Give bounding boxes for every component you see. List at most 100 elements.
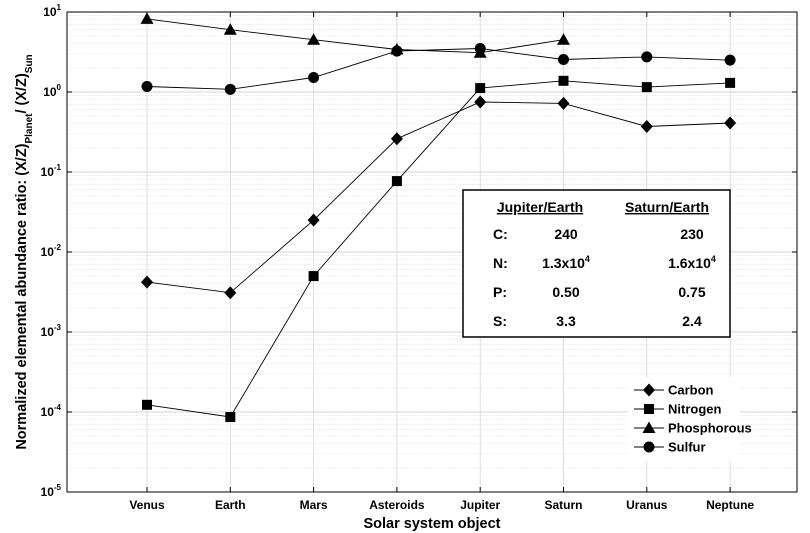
x-axis-title: Solar system object — [364, 516, 501, 532]
legend-label: Nitrogen — [668, 402, 722, 417]
legend-item-nitrogen: Nitrogen — [634, 402, 722, 417]
legend-label: Sulfur — [668, 440, 706, 455]
table-row-label: N: — [493, 255, 508, 271]
legend-label: Phosphorous — [668, 421, 752, 436]
y-tick-base: 10 — [41, 245, 55, 259]
x-tick-label: Asteroids — [369, 498, 425, 512]
sulfur-point — [391, 45, 403, 57]
nitrogen-point — [475, 83, 486, 94]
carbon-point — [224, 286, 237, 300]
y-tick-exponent: -3 — [54, 323, 62, 332]
x-tick-label: Venus — [129, 498, 165, 512]
y-tick-label: 10-2 — [41, 243, 62, 259]
legend-item-phosphorous: Phosphorous — [634, 421, 752, 436]
x-axis-ticks: Venus Earth Mars Asteroids Jupiter Saturn Uran… — [129, 12, 754, 512]
nitrogen-point — [308, 271, 319, 282]
x-tick-label: Earth — [215, 498, 246, 512]
y-tick-label: 101 — [43, 3, 61, 19]
table-row-label: P: — [493, 284, 507, 300]
table-cell: 240 — [554, 226, 578, 242]
x-tick-label: Saturn — [544, 498, 582, 512]
carbon-point — [474, 95, 487, 109]
y-tick-label: 10-4 — [41, 403, 62, 419]
carbon-point — [141, 275, 153, 289]
nitrogen-point — [225, 412, 236, 423]
y-tick-exponent: 0 — [57, 83, 62, 92]
table-cell-base: 1.3x10 — [542, 255, 585, 271]
x-tick-label: Mars — [300, 498, 328, 512]
y-axis-title-main: Normalized elemental abundance ratio: (X… — [14, 143, 30, 449]
phosphorous-point — [557, 33, 570, 45]
carbon-point — [307, 213, 320, 227]
carbon-point — [724, 116, 737, 130]
y-tick-exponent: 1 — [57, 3, 62, 12]
series-phosphorous — [140, 12, 570, 58]
y-tick-exponent: -5 — [54, 483, 62, 492]
table-row-label: C: — [493, 226, 508, 242]
nitrogen-line — [146, 80, 731, 418]
table-row-label: S: — [493, 313, 507, 329]
sulfur-line — [146, 48, 731, 90]
table-cell-base: 1.6x10 — [668, 255, 711, 271]
series-carbon — [141, 95, 737, 300]
y-axis-title-sub-planet: Planet — [24, 113, 35, 144]
sulfur-point — [724, 54, 736, 66]
table-header-jupiter: Jupiter/Earth — [497, 199, 583, 215]
legend-item-sulfur: Sulfur — [634, 440, 706, 455]
nitrogen-point — [142, 399, 152, 410]
nitrogen-point — [725, 77, 736, 88]
legend-marker-circle — [643, 441, 655, 453]
table-cell: 0.50 — [552, 284, 579, 300]
legend-items: Carbon Nitrogen Phosphorous Sulfur — [634, 383, 752, 455]
phosphorous-point — [223, 23, 237, 35]
sulfur-point — [558, 53, 569, 65]
legend-item-carbon: Carbon — [634, 383, 714, 398]
nitrogen-point — [558, 75, 569, 86]
y-tick-label: 10-3 — [41, 323, 62, 339]
y-tick-label: 10-5 — [41, 483, 62, 499]
x-tick-label: Neptune — [706, 498, 754, 512]
sulfur-point — [224, 83, 236, 95]
series-sulfur — [141, 42, 736, 95]
y-tick-label: 10-1 — [41, 163, 62, 179]
y-tick-label: 100 — [43, 83, 61, 99]
carbon-line — [146, 101, 731, 294]
table-header-saturn: Saturn/Earth — [625, 199, 709, 215]
sulfur-point — [474, 42, 486, 54]
sulfur-point — [308, 71, 320, 83]
table-cell: 2.4 — [682, 313, 702, 329]
y-tick-base: 10 — [41, 485, 55, 499]
table-cell-exp: 4 — [585, 254, 590, 264]
legend-marker-triangle — [642, 421, 656, 433]
nitrogen-point — [391, 176, 402, 187]
y-tick-base: 10 — [43, 5, 57, 19]
nitrogen-point — [641, 82, 652, 93]
carbon-point — [557, 96, 570, 110]
x-tick-label: Uranus — [626, 498, 668, 512]
table-cell-exp: 4 — [711, 254, 716, 264]
legend-marker-square — [644, 404, 654, 414]
sulfur-point — [141, 81, 153, 93]
legend-marker-diamond — [643, 383, 655, 397]
y-tick-base: 10 — [41, 405, 55, 419]
series-nitrogen — [142, 75, 736, 423]
y-axis-title-sep: / (X/Z) — [14, 73, 30, 113]
y-tick-base: 10 — [41, 325, 55, 339]
y-axis-title-sub-sun: Sun — [24, 54, 35, 73]
table-cell: 1.6x104 — [668, 254, 716, 271]
legend-label: Carbon — [668, 383, 714, 398]
carbon-point — [390, 132, 403, 146]
inset-table: Jupiter/Earth Saturn/Earth C: 240 230 N:… — [462, 189, 731, 338]
y-tick-base: 10 — [43, 85, 57, 99]
y-tick-exponent: -1 — [54, 163, 62, 172]
x-tick-label: Jupiter — [460, 498, 500, 512]
table-cell: 0.75 — [678, 284, 705, 300]
table-cell: 1.3x104 — [542, 254, 590, 271]
y-tick-exponent: -4 — [54, 403, 62, 412]
series-layer — [140, 12, 737, 423]
inset-table-box — [462, 189, 731, 338]
table-cell: 230 — [680, 226, 704, 242]
y-tick-exponent: -2 — [54, 243, 62, 252]
